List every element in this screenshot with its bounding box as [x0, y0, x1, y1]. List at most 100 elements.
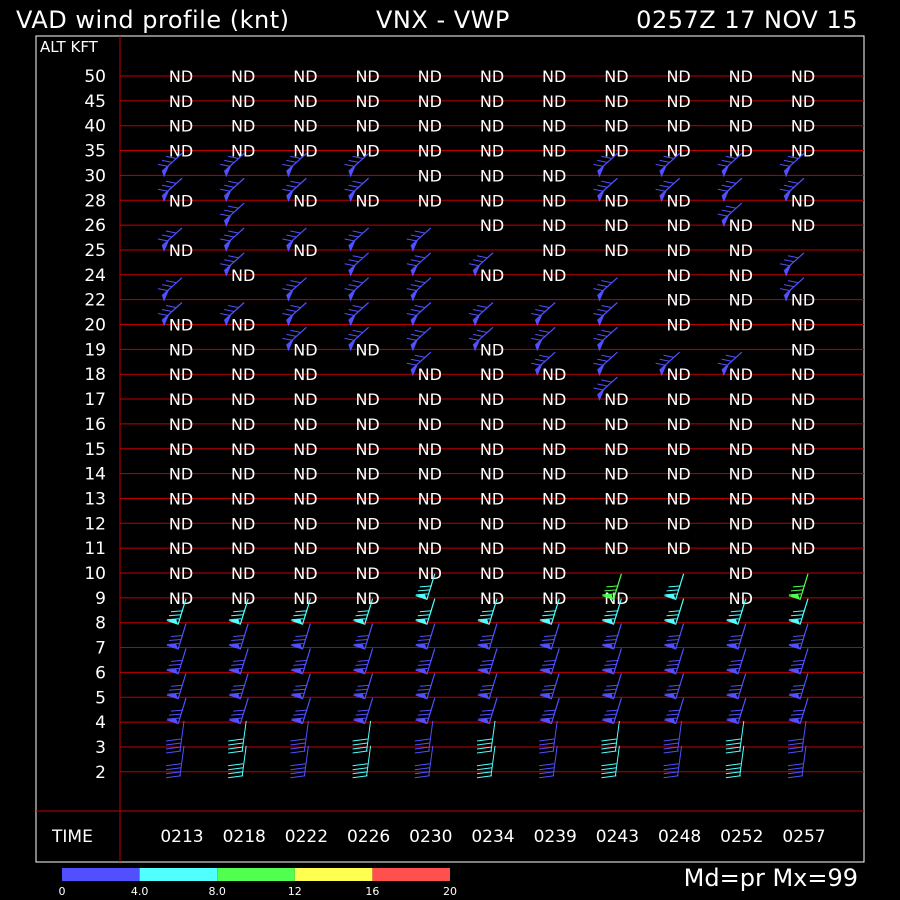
- barb-feather: [414, 775, 430, 779]
- barb-staff: [737, 623, 747, 650]
- wind-barb: [655, 152, 681, 178]
- barb-feather: [540, 717, 553, 720]
- barb-flag: [788, 668, 800, 675]
- barb-feather: [352, 767, 368, 771]
- barb-feather: [539, 775, 555, 779]
- barb-feather: [539, 329, 550, 333]
- barb-flag: [477, 668, 489, 675]
- barb-feather: [717, 188, 728, 192]
- barb-feather: [477, 717, 491, 720]
- barb-flag: [414, 643, 427, 650]
- barb-feather: [602, 667, 615, 670]
- nd-marker: ND: [231, 365, 255, 384]
- nd-marker: ND: [480, 67, 504, 86]
- barb-feather: [157, 288, 169, 292]
- barb-feather: [415, 643, 428, 646]
- barb-flag: [601, 593, 614, 600]
- wind-barb: [601, 697, 622, 725]
- nd-marker: ND: [355, 117, 379, 136]
- wind-barb: [352, 697, 374, 725]
- nd-marker: ND: [604, 539, 628, 558]
- wind-barb: [601, 673, 622, 700]
- barb-feather: [229, 643, 242, 646]
- nd-marker: ND: [604, 92, 628, 111]
- altitude-tick-label: 12: [84, 514, 106, 534]
- barb-flag: [162, 312, 170, 327]
- barb-flag: [725, 718, 738, 725]
- barb-feather: [788, 667, 802, 670]
- barb-flag: [348, 337, 357, 352]
- barb-feather: [725, 775, 741, 779]
- wind-barb: [220, 227, 245, 252]
- barb-feather: [357, 635, 370, 638]
- barb-feather: [352, 775, 368, 779]
- nd-marker: ND: [729, 415, 753, 434]
- barb-feather: [601, 180, 612, 184]
- barb-feather: [357, 659, 370, 662]
- barb-feather: [228, 750, 244, 754]
- barb-feather: [282, 188, 293, 192]
- barb-staff: [301, 598, 311, 625]
- wind-barb: [539, 697, 560, 725]
- barb-feather: [659, 184, 670, 188]
- barb-feather: [531, 313, 542, 316]
- barb-feather: [414, 305, 425, 308]
- barb-feather: [229, 717, 242, 720]
- barb-flag: [162, 188, 170, 203]
- wind-barb: [717, 202, 743, 228]
- barb-flag: [663, 693, 676, 700]
- barb-flag: [725, 618, 738, 625]
- wind-barb: [406, 252, 432, 277]
- barb-feather: [779, 163, 791, 167]
- wind-barb: [788, 697, 809, 725]
- barb-flag: [601, 668, 614, 675]
- barb-feather: [406, 337, 417, 341]
- barb-feather: [286, 284, 297, 288]
- barb-feather: [410, 358, 421, 362]
- barb-feather: [666, 713, 679, 716]
- barb-feather: [468, 313, 480, 316]
- barb-feather: [593, 337, 604, 341]
- nd-marker: ND: [169, 465, 193, 484]
- nd-marker: ND: [542, 415, 566, 434]
- barb-feather: [293, 639, 306, 642]
- barb-flag: [414, 693, 427, 700]
- barb-feather: [544, 635, 557, 638]
- barb-feather: [542, 688, 555, 691]
- barb-feather: [476, 305, 488, 308]
- nd-marker: ND: [666, 316, 690, 335]
- wind-barb: [663, 720, 683, 754]
- barb-feather: [286, 234, 297, 238]
- barb-feather: [792, 610, 806, 613]
- barb-feather: [282, 163, 293, 167]
- nd-marker: ND: [666, 291, 690, 310]
- barb-feather: [161, 309, 173, 312]
- nd-marker: ND: [169, 142, 193, 161]
- wind-barb: [414, 673, 436, 700]
- barb-flag: [788, 593, 800, 600]
- nd-marker: ND: [542, 142, 566, 161]
- barb-feather: [352, 180, 363, 184]
- barb-feather: [415, 667, 428, 670]
- barb-feather: [788, 618, 802, 621]
- barb-feather: [414, 354, 425, 358]
- nd-marker: ND: [666, 142, 690, 161]
- barb-feather: [353, 717, 366, 720]
- wind-barb: [290, 745, 309, 779]
- barb-feather: [353, 692, 366, 695]
- barb-feather: [231, 614, 244, 617]
- barb-flag: [784, 163, 792, 178]
- nd-marker: ND: [231, 117, 255, 136]
- wind-barb: [352, 648, 374, 675]
- barb-flag: [539, 618, 552, 625]
- barb-feather: [593, 362, 604, 366]
- nd-marker: ND: [231, 92, 255, 111]
- barb-feather: [352, 230, 363, 234]
- barb-feather: [779, 263, 791, 267]
- color-scale-label: 12: [288, 885, 302, 898]
- barb-feather: [539, 763, 555, 767]
- nd-marker: ND: [542, 166, 566, 185]
- nd-marker: ND: [480, 514, 504, 533]
- wind-barb: [352, 598, 374, 625]
- barb-feather: [539, 354, 550, 358]
